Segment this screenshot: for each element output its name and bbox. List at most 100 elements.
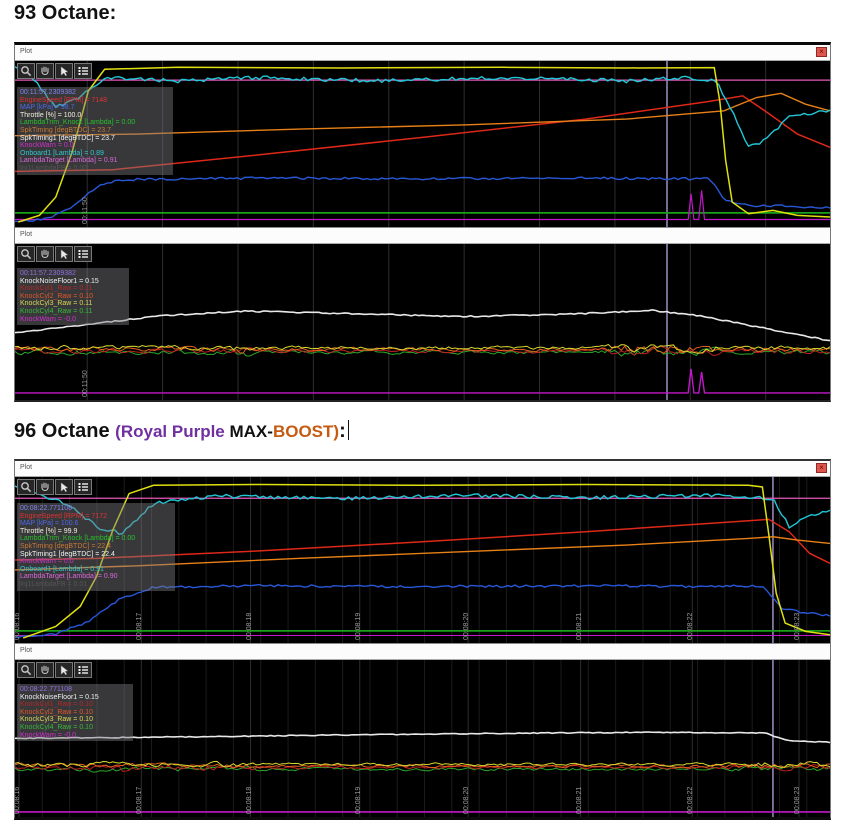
series-KnockNoiseFloor1 <box>15 310 830 341</box>
pan-hand-icon <box>41 482 49 492</box>
series-EngineSpeed <box>15 519 830 563</box>
tooltip-line: Inj1LambdaFB = 0.01 <box>20 580 88 588</box>
close-icon[interactable]: × <box>816 47 827 57</box>
cursor-arrow-icon <box>60 248 69 260</box>
tooltip-line: KnockWarn = 0.0 <box>20 142 74 150</box>
plot-titlebar: Plot × <box>15 45 830 61</box>
series-EngineSpeed <box>15 96 830 172</box>
pan-hand-button[interactable] <box>36 246 54 262</box>
x-axis-time-label: 00:08:17 <box>136 786 144 814</box>
x-axis-time-label: 00:11:50 <box>82 197 90 224</box>
window-title: Plot <box>20 48 33 55</box>
legend-list-icon <box>78 666 88 674</box>
text-cursor <box>347 420 350 440</box>
tooltip-line: KnockWarn = -0.0 <box>20 731 76 739</box>
plot-titlebar: Plot <box>15 643 830 660</box>
cursor-arrow-icon <box>60 664 69 676</box>
knock-signals-plot-96[interactable]: 00:08:16 00:08:17 00:08:18 00:08:19 00:08:20… <box>15 660 830 817</box>
series-MAP <box>15 585 830 638</box>
x-axis-time-label: 00:08:22 <box>687 786 695 814</box>
tooltip-line: LambdaTrim_Knock [Lambda] = 0.00 <box>20 119 136 127</box>
tooltip-line: LambdaTarget [Lambda] = 0.91 <box>20 157 118 165</box>
plot-toolbar <box>17 246 92 262</box>
tooltip-line: KnockCyl2_Raw = 0.10 <box>20 292 93 300</box>
tooltip-line: KnockCyl1_Raw = 0.11 <box>20 285 93 293</box>
tooltip-line: MAP [kPa] = 100.6 <box>20 520 79 528</box>
tooltip-line: 00:11:57.2309382 <box>20 89 76 96</box>
zoom-icon <box>21 482 32 493</box>
tooltip-line: KnockCyl2_Raw = 0.10 <box>20 708 93 716</box>
plot-canvas[interactable] <box>15 477 830 643</box>
tooltip-line: MAP [kPa] = 98.7 <box>20 104 75 112</box>
tooltip-line: KnockCyl4_Raw = 0.11 <box>20 307 93 315</box>
x-axis-time-label: 00:08:23 <box>794 612 802 640</box>
pan-hand-icon <box>41 66 49 76</box>
x-axis-time-label: 00:08:18 <box>245 612 253 640</box>
cursor-arrow-button[interactable] <box>55 479 73 495</box>
series-Throttle <box>18 67 830 222</box>
tooltip-line: 00:11:57.2309382 <box>20 270 76 277</box>
zoom-button[interactable] <box>17 479 35 495</box>
zoom-button[interactable] <box>17 662 35 678</box>
tooltip-line: KnockWarn = -0.0 <box>20 315 76 323</box>
heading-text: 93 Octane: <box>14 2 117 24</box>
zoom-icon <box>21 66 32 77</box>
legend-list-button[interactable] <box>74 63 92 79</box>
zoom-button[interactable] <box>17 63 35 79</box>
series-KnockWarn <box>15 190 830 219</box>
tooltip-line: KnockCyl3_Raw = 0.11 <box>20 300 93 308</box>
zoom-icon <box>21 249 32 260</box>
tooltip-line: KnockCyl1_Raw = 0.10 <box>20 701 93 709</box>
series-KnockWarn <box>15 369 830 393</box>
series-KnockNoiseFloor1 <box>15 732 830 743</box>
plot-canvas[interactable] <box>15 244 830 400</box>
value-tooltip: 00:11:57.2309382 EngineSpeed [RPM] = 7148… <box>17 87 173 175</box>
legend-list-button[interactable] <box>74 662 92 678</box>
legend-list-icon <box>78 67 88 75</box>
heading-text: BOOST <box>272 422 334 441</box>
series-Onboard1 <box>15 486 830 534</box>
window-title: Plot <box>20 464 33 471</box>
pan-hand-button[interactable] <box>36 63 54 79</box>
heading-text: (Royal Purple <box>115 422 230 441</box>
tooltip-line: KnockCyl3_Raw = 0.10 <box>20 716 93 724</box>
cursor-arrow-button[interactable] <box>55 63 73 79</box>
heading-text: 96 Octane <box>14 420 116 442</box>
x-axis-time-label: 00:08:16 <box>15 786 22 814</box>
legend-list-icon <box>78 483 88 491</box>
tooltip-line: Inj1LambdaFB = 0.00 <box>20 164 88 172</box>
tooltip-line: KnockCyl4_Raw = 0.10 <box>20 723 93 731</box>
x-axis-time-label: 00:08:17 <box>136 612 144 640</box>
series-KnockCyl4_Raw <box>15 347 830 356</box>
plot-titlebar: Plot <box>15 227 830 244</box>
close-icon[interactable]: × <box>816 463 827 473</box>
plot-window-96-octane: Plot × 00:08:16 00:08:17 00:08:18 00:08:19 0… <box>14 459 831 820</box>
x-axis-time-label: 00:08:19 <box>354 786 362 814</box>
series-KnockCyl3_Raw <box>15 761 830 767</box>
cursor-arrow-button[interactable] <box>55 246 73 262</box>
pan-hand-button[interactable] <box>36 479 54 495</box>
cursor-arrow-icon <box>60 65 69 77</box>
zoom-button[interactable] <box>17 246 35 262</box>
plot-titlebar: Plot × <box>15 461 830 477</box>
tooltip-line: KnockWarn = 0.0 <box>20 558 74 566</box>
pan-hand-button[interactable] <box>36 662 54 678</box>
zoom-icon <box>21 665 32 676</box>
main-signals-plot-93[interactable]: 00:11:50 00:11:57.2309382 EngineSpeed [RPM… <box>15 61 830 227</box>
tooltip-line: Throttle [%] = 100.0 <box>20 111 82 119</box>
legend-list-button[interactable] <box>74 479 92 495</box>
main-signals-plot-96[interactable]: 00:08:16 00:08:17 00:08:18 00:08:19 00:08:20… <box>15 477 830 643</box>
legend-list-button[interactable] <box>74 246 92 262</box>
tooltip-line: 00:08:22.771108 <box>20 505 73 512</box>
tooltip-line: Throttle [%] = 99.9 <box>20 527 78 535</box>
cursor-arrow-button[interactable] <box>55 662 73 678</box>
legend-list-icon <box>78 250 88 258</box>
tooltip-line: 00:08:22.771108 <box>20 686 73 693</box>
plot-canvas[interactable] <box>15 660 830 817</box>
x-axis-time-label: 00:08:20 <box>463 612 471 640</box>
plot-canvas[interactable] <box>15 61 830 227</box>
tooltip-line: SpkTiming [degBTDC] = 22.4 <box>20 542 111 550</box>
pan-hand-icon <box>41 249 49 259</box>
knock-signals-plot-93[interactable]: 00:11:50 00:11:57.2309382 KnockNoiseFloor1… <box>15 244 830 400</box>
